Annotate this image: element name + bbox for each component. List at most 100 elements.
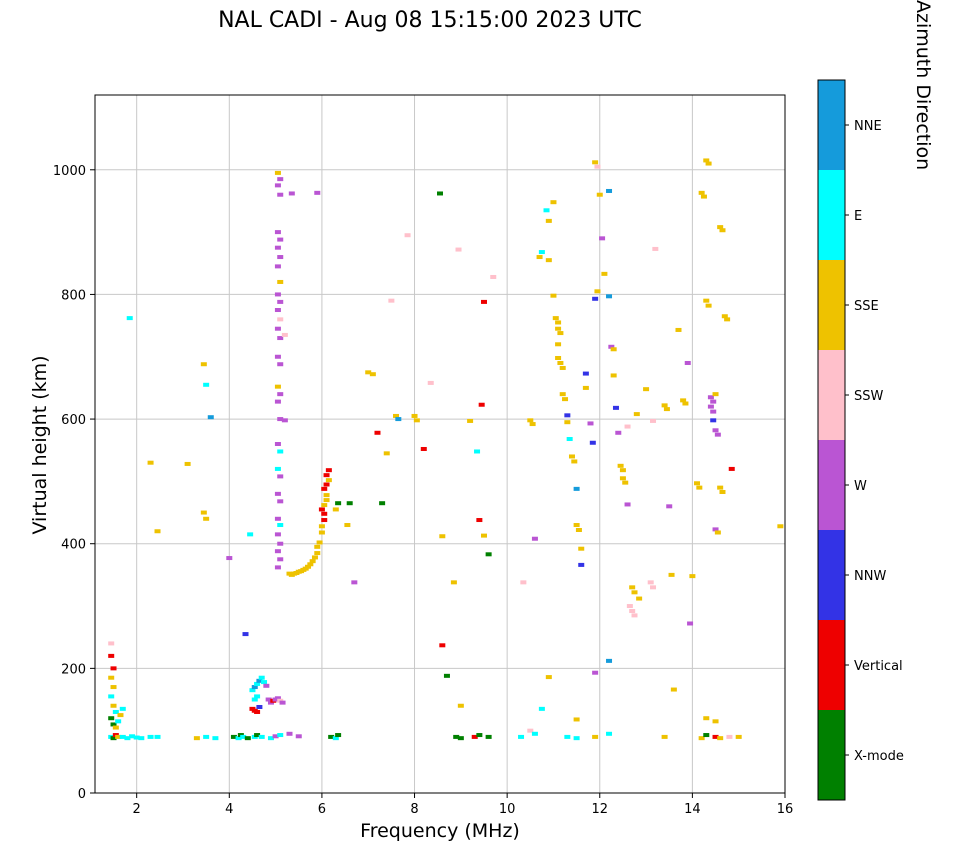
data-point [728, 466, 735, 471]
data-point [735, 734, 742, 739]
data-point [321, 518, 328, 523]
data-point [682, 401, 689, 406]
data-point [207, 415, 214, 420]
x-tick-label: 8 [410, 802, 418, 817]
data-point [661, 403, 668, 408]
data-point [606, 731, 613, 736]
data-point [538, 706, 545, 711]
x-axis-label: Frequency (MHz) [360, 820, 520, 842]
data-point [316, 540, 323, 545]
data-point [480, 533, 487, 538]
data-point [443, 673, 450, 678]
data-point [369, 372, 376, 377]
data-point [263, 683, 270, 688]
data-point [133, 735, 140, 740]
data-point [277, 336, 284, 341]
data-point [112, 709, 119, 714]
data-point [110, 685, 117, 690]
data-point [592, 296, 599, 301]
data-point [154, 529, 161, 534]
data-point [457, 736, 464, 741]
data-point [703, 158, 710, 163]
data-point [578, 562, 585, 567]
data-point [335, 501, 342, 506]
data-point [203, 382, 210, 387]
data-point [200, 362, 207, 367]
x-tick-label: 10 [499, 802, 516, 817]
data-point [281, 332, 288, 337]
data-point [610, 347, 617, 352]
data-point [288, 191, 295, 196]
data-point [617, 463, 624, 468]
data-point [555, 326, 562, 331]
data-point [277, 177, 284, 182]
data-point [714, 432, 721, 437]
data-point [115, 734, 122, 739]
data-point [606, 294, 613, 299]
data-point [719, 228, 726, 233]
data-point [240, 734, 247, 739]
colorbar-label: Azimuth Direction [912, 0, 934, 171]
data-point [314, 544, 321, 549]
data-point [274, 384, 281, 389]
data-point [332, 507, 339, 512]
data-point [703, 733, 710, 738]
data-point [719, 489, 726, 494]
colorbar-tick-label: SSW [854, 389, 884, 404]
data-point [321, 486, 328, 491]
data-point [295, 734, 302, 739]
data-point [687, 621, 694, 626]
data-point [439, 534, 446, 539]
data-point [568, 454, 575, 459]
colorbar-tick-label: X-mode [854, 749, 904, 764]
data-point [272, 734, 279, 739]
data-point [274, 308, 281, 313]
data-point [457, 703, 464, 708]
data-point [110, 736, 117, 741]
data-point [696, 485, 703, 490]
data-point [712, 734, 719, 739]
data-point [707, 404, 714, 409]
data-point [108, 653, 115, 658]
data-point [124, 736, 131, 741]
data-point [557, 360, 564, 365]
data-point [705, 303, 712, 308]
data-point [323, 473, 330, 478]
data-point [578, 546, 585, 551]
data-point [592, 160, 599, 165]
data-point [254, 709, 261, 714]
data-point [694, 481, 701, 486]
data-point [527, 728, 534, 733]
data-point [374, 430, 381, 435]
data-point [274, 399, 281, 404]
data-point [244, 736, 251, 741]
data-point [453, 734, 460, 739]
data-point [650, 585, 657, 590]
data-point [277, 474, 284, 479]
data-point [518, 734, 525, 739]
data-point [119, 706, 126, 711]
data-point [612, 405, 619, 410]
data-point [555, 355, 562, 360]
data-point [110, 703, 117, 708]
data-point [643, 387, 650, 392]
data-point [274, 183, 281, 188]
data-point [242, 632, 249, 637]
data-point [277, 541, 284, 546]
data-point [200, 510, 207, 515]
data-point [705, 161, 712, 166]
colorbar-tick-label: Vertical [854, 659, 903, 674]
data-point [311, 555, 318, 560]
data-point [573, 736, 580, 741]
data-point [712, 392, 719, 397]
data-point [559, 365, 566, 370]
data-point [564, 420, 571, 425]
data-point [277, 733, 284, 738]
data-point [610, 373, 617, 378]
x-tick-label: 12 [591, 802, 608, 817]
data-point [346, 501, 353, 506]
data-point [314, 190, 321, 195]
data-point [555, 342, 562, 347]
data-point [335, 733, 342, 738]
data-point [712, 428, 719, 433]
